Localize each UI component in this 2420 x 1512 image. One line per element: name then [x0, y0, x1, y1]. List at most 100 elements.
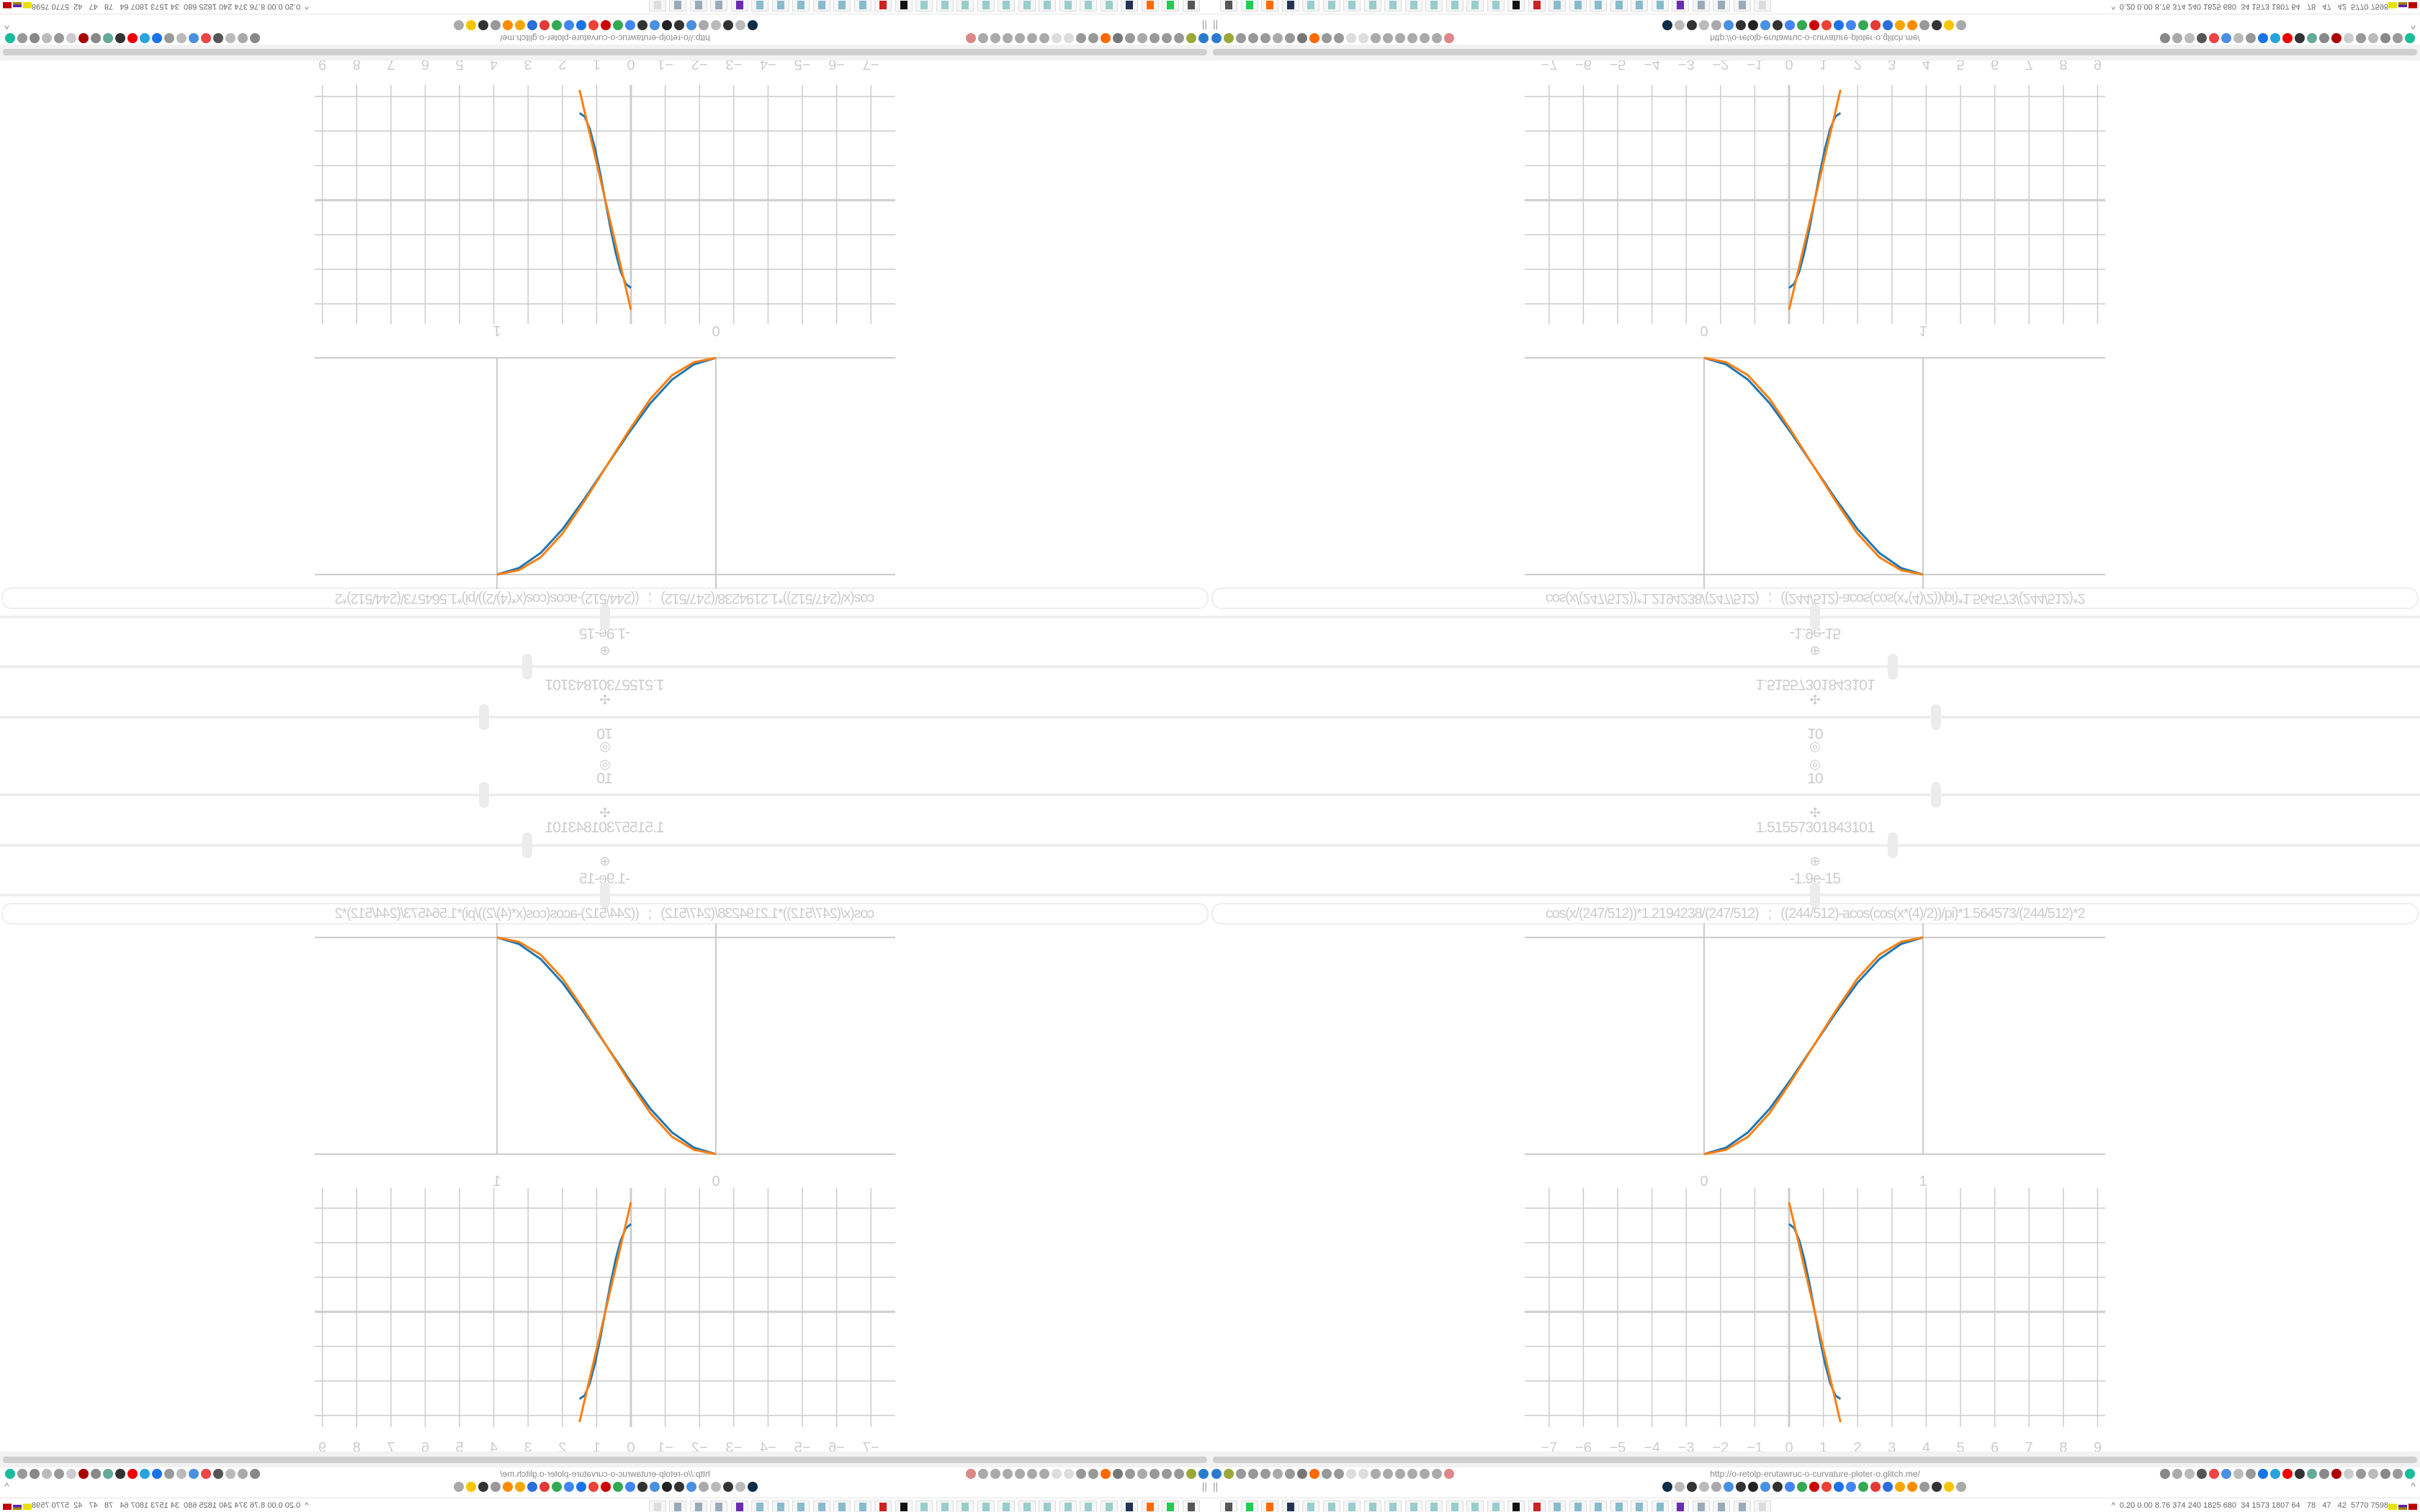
bookmark-icon[interactable]: [1772, 1482, 1783, 1492]
taskbar-app-icon[interactable]: [690, 1500, 707, 1512]
extension-icon[interactable]: [54, 33, 64, 43]
bookmark-icon[interactable]: [1796, 1482, 1807, 1492]
taskbar-app-icon[interactable]: [1549, 1500, 1566, 1512]
taskbar-app-icon[interactable]: [1487, 1500, 1505, 1512]
bookmark-icon[interactable]: [748, 1482, 758, 1492]
extension-icon[interactable]: [1248, 1469, 1258, 1479]
extension-icon[interactable]: [127, 33, 138, 43]
extension-icon[interactable]: [189, 33, 199, 43]
extension-icon[interactable]: [2331, 1469, 2341, 1479]
bookmark-icon[interactable]: [1686, 20, 1697, 30]
bookmark-icon[interactable]: [1882, 20, 1893, 30]
extension-icon[interactable]: [1224, 1469, 1234, 1479]
taskbar-app-icon[interactable]: [1240, 1500, 1258, 1512]
taskbar-app-icon[interactable]: [1240, 0, 1258, 12]
taskbar-app-icon[interactable]: [1302, 0, 1319, 12]
bookmark-icon[interactable]: [576, 1482, 587, 1492]
bookmark-icon[interactable]: [454, 1482, 465, 1492]
extension-icon[interactable]: [91, 33, 101, 43]
taskbar-app-icon[interactable]: [1322, 1500, 1340, 1512]
extension-icon[interactable]: [2282, 1469, 2293, 1479]
extension-icon[interactable]: [1309, 1469, 1319, 1479]
taskbar-app-icon[interactable]: [792, 0, 810, 12]
extension-icon[interactable]: [30, 33, 40, 43]
taskbar-app-icon[interactable]: [710, 1500, 728, 1512]
taskbar-app-icon[interactable]: [1590, 1500, 1607, 1512]
extension-icon[interactable]: [2356, 33, 2366, 43]
extension-icon[interactable]: [2405, 1469, 2415, 1479]
taskbar-app-icon[interactable]: [998, 0, 1016, 12]
extension-icon[interactable]: [152, 33, 162, 43]
extension-icon[interactable]: [42, 1469, 52, 1479]
taskbar-app-icon[interactable]: [936, 1500, 954, 1512]
extension-icon[interactable]: [2221, 1469, 2231, 1479]
taskbar-app-icon[interactable]: [1183, 0, 1200, 12]
bookmark-icon[interactable]: [735, 1482, 746, 1492]
extension-icon[interactable]: [54, 1469, 64, 1479]
bookmark-icon[interactable]: [1943, 1482, 1954, 1492]
extension-icon[interactable]: [213, 33, 223, 43]
extension-icon[interactable]: [2344, 33, 2354, 43]
extension-icon[interactable]: [30, 1469, 40, 1479]
bookmark-icon[interactable]: [613, 20, 624, 30]
extension-icon[interactable]: [164, 1469, 174, 1479]
bookmark-icon[interactable]: [699, 20, 709, 30]
bookmark-icon[interactable]: [625, 1482, 636, 1492]
slider-track[interactable]: [1210, 882, 2420, 908]
taskbar-app-icon[interactable]: [1446, 0, 1464, 12]
bookmark-icon[interactable]: [1845, 1482, 1856, 1492]
bookmark-icon[interactable]: [1747, 20, 1758, 30]
taskbar-app-icon[interactable]: [1039, 0, 1057, 12]
taskbar-app-icon[interactable]: [1101, 0, 1118, 12]
bookmark-icon[interactable]: [539, 1482, 550, 1492]
bookmark-icon[interactable]: [1845, 20, 1856, 30]
taskbar-app-icon[interactable]: [1363, 1500, 1381, 1512]
extension-icon[interactable]: [1260, 1469, 1270, 1479]
address-bar[interactable]: http://o-retolp-erutawruc-o-curvature-pl…: [1710, 1469, 1920, 1479]
taskbar-app-icon[interactable]: [772, 0, 789, 12]
horizontal-scrollbar[interactable]: [1213, 1457, 2417, 1463]
bookmark-icon[interactable]: [527, 20, 538, 30]
bookmark-icon[interactable]: [650, 1482, 660, 1492]
extension-icon[interactable]: [1334, 1469, 1344, 1479]
taskbar-app-icon[interactable]: [1363, 0, 1381, 12]
bookmark-icon[interactable]: [1735, 1482, 1746, 1492]
bookmark-icon[interactable]: [1833, 20, 1844, 30]
taskbar-app-icon[interactable]: [1651, 1500, 1669, 1512]
taskbar-app-icon[interactable]: [1549, 0, 1566, 12]
taskbar-app-icon[interactable]: [1631, 1500, 1648, 1512]
taskbar-app-icon[interactable]: [1404, 0, 1422, 12]
bookmark-icon[interactable]: [1809, 1482, 1819, 1492]
taskbar-app-icon[interactable]: [1281, 1500, 1299, 1512]
taskbar-app-icon[interactable]: [998, 1500, 1016, 1512]
bookmark-icon[interactable]: [539, 20, 550, 30]
bookmark-icon[interactable]: [674, 20, 685, 30]
extension-icon[interactable]: [1297, 1469, 1307, 1479]
taskbar-app-icon[interactable]: [956, 0, 974, 12]
taskbar-app-icon[interactable]: [690, 0, 707, 12]
extension-icon[interactable]: [1273, 1469, 1283, 1479]
taskbar-app-icon[interactable]: [833, 1500, 851, 1512]
taskbar-app-icon[interactable]: [1384, 1500, 1402, 1512]
taskbar-app-icon[interactable]: [772, 1500, 789, 1512]
taskbar-app-icon[interactable]: [731, 0, 748, 12]
extension-icon[interactable]: [2172, 1469, 2182, 1479]
bookmark-icon[interactable]: [1698, 1482, 1709, 1492]
taskbar-app-icon[interactable]: [1733, 1500, 1751, 1512]
extension-icon[interactable]: [2356, 1469, 2366, 1479]
taskbar-app-icon[interactable]: [649, 0, 666, 12]
extension-icon[interactable]: [2233, 33, 2244, 43]
extension-icon[interactable]: [42, 33, 52, 43]
slider-track[interactable]: [1210, 832, 2420, 858]
extension-icon[interactable]: [2221, 33, 2231, 43]
bookmark-icon[interactable]: [1747, 1482, 1758, 1492]
bookmark-icon[interactable]: [1857, 20, 1868, 30]
taskbar-app-icon[interactable]: [1142, 1500, 1159, 1512]
extension-icon[interactable]: [2209, 1469, 2219, 1479]
extension-icon[interactable]: [2246, 1469, 2256, 1479]
tray-chevron-icon[interactable]: ^: [305, 1501, 309, 1510]
bookmark-icon[interactable]: [1723, 1482, 1734, 1492]
taskbar-app-icon[interactable]: [1322, 0, 1340, 12]
taskbar-app-icon[interactable]: [1610, 0, 1628, 12]
extension-icon[interactable]: [2368, 1469, 2378, 1479]
